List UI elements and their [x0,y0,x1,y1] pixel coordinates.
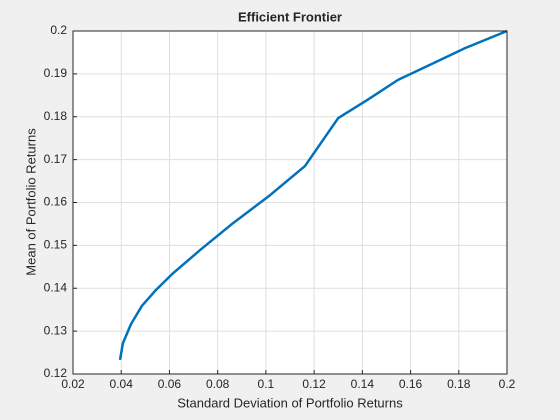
x-axis-label: Standard Deviation of Portfolio Returns [177,395,403,410]
x-tick-label: 0.08 [206,377,230,391]
x-tick-label: 0.04 [110,377,134,391]
y-axis-label: Mean of Portfolio Returns [23,128,38,276]
y-tick-label: 0.16 [44,195,68,209]
x-tick-label: 0.2 [499,377,516,391]
y-tick-label: 0.18 [44,109,68,123]
y-tick-label: 0.12 [44,366,68,380]
y-tick-label: 0.13 [44,323,68,337]
x-tick-label: 0.14 [351,377,375,391]
y-tick-label: 0.15 [44,238,68,252]
x-tick-label: 0.1 [258,377,275,391]
y-tick-label: 0.2 [50,23,67,37]
y-tick-label: 0.19 [44,66,68,80]
x-tick-label: 0.18 [447,377,471,391]
series-line [118,29,508,361]
x-tick-label: 0.12 [302,377,326,391]
y-tick-label: 0.14 [44,280,68,294]
chart-title: Efficient Frontier [238,9,342,24]
marks [118,29,508,361]
x-tick-label: 0.02 [61,377,85,391]
x-tick-label: 0.16 [399,377,423,391]
y-tick-label: 0.17 [44,152,68,166]
x-tick-label: 0.06 [158,377,182,391]
